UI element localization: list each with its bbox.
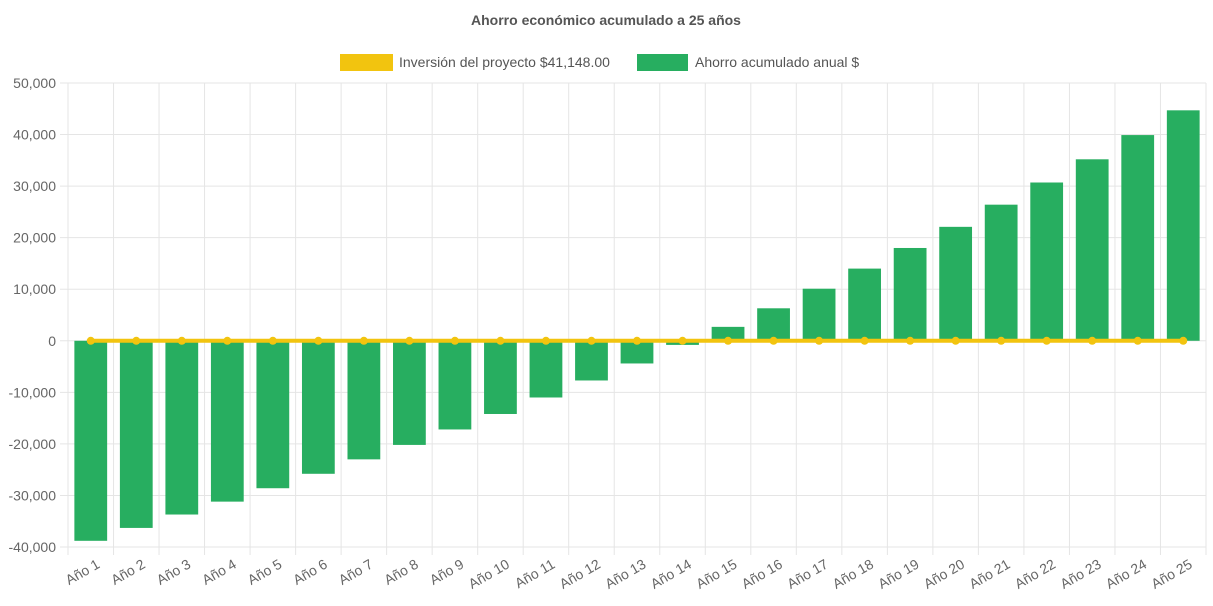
bar[interactable] (1166, 110, 1200, 341)
legend-label-ahorro: Ahorro acumulado anual $ (695, 54, 859, 70)
x-tick-label: Año 11 (512, 556, 558, 592)
x-tick-label: Año 20 (921, 556, 968, 592)
chart-title: Ahorro económico acumulado a 25 años (471, 12, 741, 28)
line-point[interactable] (724, 336, 733, 345)
x-tick-label: Año 15 (693, 556, 740, 592)
bar[interactable] (757, 308, 790, 341)
y-tick-label: 0 (48, 333, 56, 349)
bar[interactable] (620, 340, 654, 364)
legend-item-ahorro[interactable]: Ahorro acumulado anual $ (637, 54, 859, 71)
line-point[interactable] (268, 336, 277, 345)
bars (74, 110, 1200, 541)
legend-label-inversion: Inversión del proyecto $41,148.00 (399, 54, 610, 70)
line-point[interactable] (587, 336, 596, 345)
y-tick-label: -40,000 (9, 539, 57, 555)
x-tick-label: Año 24 (1103, 556, 1150, 592)
x-tick-label: Año 17 (784, 556, 831, 592)
line-point[interactable] (815, 336, 824, 345)
x-tick-label: Año 4 (199, 556, 239, 588)
line-point[interactable] (86, 336, 95, 345)
x-tick-label: Año 23 (1057, 556, 1104, 592)
line-point[interactable] (541, 336, 550, 345)
x-tick-label: Año 14 (648, 556, 695, 592)
y-tick-label: 20,000 (13, 230, 56, 246)
line-point[interactable] (1088, 336, 1097, 345)
line-point[interactable] (496, 336, 505, 345)
bar[interactable] (1075, 159, 1109, 341)
x-tick-label: Año 18 (830, 556, 877, 592)
line-point[interactable] (633, 336, 641, 345)
bar[interactable] (848, 268, 881, 341)
bar[interactable] (802, 288, 836, 341)
line-point[interactable] (177, 336, 186, 345)
line-point[interactable] (1179, 336, 1188, 345)
line-point[interactable] (906, 336, 915, 345)
legend-swatch-inversion (340, 54, 393, 71)
x-tick-label: Año 21 (966, 556, 1013, 592)
investment-line (86, 336, 1188, 345)
line-point[interactable] (450, 336, 459, 345)
bar[interactable] (939, 226, 973, 341)
bar[interactable] (484, 340, 517, 414)
line-point[interactable] (997, 336, 1006, 345)
y-tick-label: 10,000 (13, 281, 56, 297)
line-point[interactable] (769, 336, 778, 345)
line-point[interactable] (678, 336, 687, 345)
x-tick-label: Año 1 (63, 556, 103, 588)
line-point[interactable] (359, 336, 368, 345)
x-tick-label: Año 8 (381, 556, 421, 588)
line-point[interactable] (951, 336, 960, 345)
bar[interactable] (301, 340, 335, 474)
bar[interactable] (711, 326, 745, 341)
x-axis: Año 1 Año 2 Año 3 Año 4 Año 5 Año 6 Año 7 Año 8… (63, 556, 1195, 592)
y-tick-label: 50,000 (13, 75, 56, 91)
bar[interactable] (529, 340, 563, 398)
bar[interactable] (74, 340, 108, 541)
bar[interactable] (1121, 135, 1155, 341)
bar[interactable] (119, 340, 153, 528)
line-point[interactable] (1042, 336, 1051, 345)
line-point[interactable] (405, 336, 414, 345)
x-tick-label: Año 2 (108, 556, 148, 588)
bar[interactable] (210, 340, 244, 502)
x-tick-label: Año 7 (336, 556, 376, 588)
bar[interactable] (438, 340, 472, 430)
x-tick-label: Año 16 (739, 556, 786, 592)
bar[interactable] (347, 340, 381, 460)
legend-swatch-ahorro (637, 54, 688, 71)
line-point[interactable] (314, 336, 323, 345)
bar[interactable] (1030, 182, 1064, 341)
bar[interactable] (165, 340, 199, 515)
line-point[interactable] (1133, 336, 1142, 345)
x-tick-label: Año 9 (427, 556, 467, 588)
legend: Inversión del proyecto $41,148.00 Ahorro… (340, 54, 859, 71)
line-point[interactable] (860, 336, 869, 345)
y-tick-label: 40,000 (13, 127, 56, 143)
bar[interactable] (393, 340, 426, 445)
x-tick-label: Año 22 (1012, 556, 1059, 592)
line-point[interactable] (132, 336, 141, 345)
y-tick-label: -10,000 (9, 384, 57, 400)
x-tick-label: Año 12 (557, 556, 604, 592)
bar[interactable] (256, 340, 290, 489)
x-tick-label: Año 6 (290, 556, 330, 588)
x-tick-label: Año 19 (875, 556, 922, 592)
line-point[interactable] (223, 336, 232, 345)
legend-item-inversion[interactable]: Inversión del proyecto $41,148.00 (340, 54, 610, 71)
y-tick-label: 30,000 (13, 178, 56, 194)
bar[interactable] (984, 204, 1018, 341)
y-tick-label: -30,000 (9, 487, 57, 503)
x-tick-label: Año 25 (1148, 556, 1195, 592)
x-tick-label: Año 13 (602, 556, 649, 592)
bar[interactable] (575, 340, 608, 381)
x-tick-label: Año 5 (245, 556, 285, 588)
x-tick-label: Año 10 (466, 556, 513, 592)
y-tick-label: -20,000 (9, 436, 57, 452)
x-tick-label: Año 3 (154, 556, 194, 588)
bar[interactable] (893, 247, 927, 341)
y-axis: 50,000 40,000 30,000 20,000 10,000 0 -10,000 -2… (9, 75, 57, 555)
